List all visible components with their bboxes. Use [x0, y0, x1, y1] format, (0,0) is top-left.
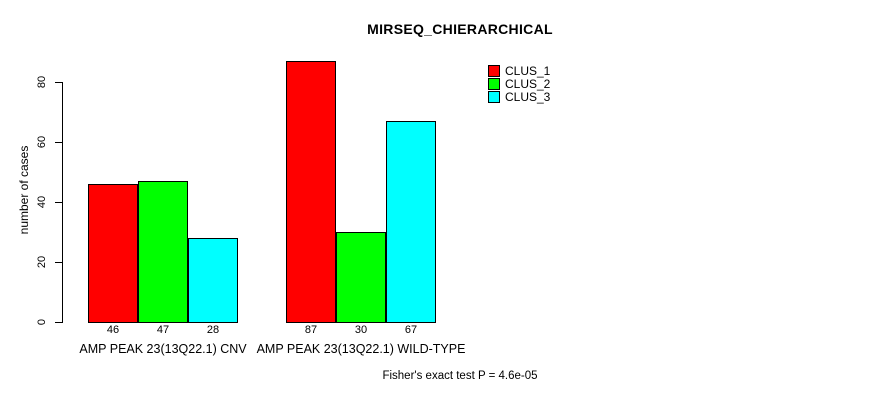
- bar-value-label: 46: [106, 324, 120, 336]
- bar-clus_3-group2: [386, 121, 436, 323]
- category-label: AMP PEAK 23(13Q22.1) CNV: [79, 342, 247, 356]
- legend-swatch-clus_2: [488, 77, 500, 90]
- y-axis-title: number of cases: [17, 145, 31, 235]
- bar-clus_1-group2: [286, 61, 336, 323]
- y-axis-line: [62, 82, 63, 323]
- bar-value-label: 47: [156, 324, 170, 336]
- annotation-text: Fisher's exact test P = 4.6e-05: [382, 370, 538, 382]
- bar-value-label: 28: [206, 324, 220, 336]
- y-axis-tick: [55, 142, 62, 143]
- y-axis-tick-label: 60: [36, 135, 48, 149]
- legend-row: CLUS_2: [488, 76, 551, 91]
- bar-clus_2-group1: [138, 181, 188, 323]
- bar-clus_2-group2: [336, 232, 386, 323]
- legend-label: CLUS_2: [505, 76, 551, 91]
- y-axis-tick: [55, 202, 62, 203]
- legend-swatch-clus_3: [488, 90, 500, 103]
- category-label: AMP PEAK 23(13Q22.1) WILD-TYPE: [256, 342, 466, 356]
- bar-clus_3-group1: [188, 238, 238, 323]
- y-axis-tick-label: 80: [36, 75, 48, 89]
- bar-clus_1-group1: [88, 184, 138, 323]
- y-axis-tick-label: 0: [36, 318, 48, 326]
- y-axis-tick: [55, 262, 62, 263]
- legend-label: CLUS_1: [505, 63, 551, 78]
- legend-swatch-clus_1: [488, 64, 500, 77]
- bar-value-label: 87: [304, 324, 318, 336]
- bar-value-label: 30: [354, 324, 368, 336]
- y-axis-tick-label: 40: [36, 195, 48, 209]
- legend: CLUS_1 CLUS_2 CLUS_3: [488, 63, 551, 104]
- bar-value-label: 67: [404, 324, 418, 336]
- y-axis-tick: [55, 82, 62, 83]
- legend-label: CLUS_3: [505, 89, 551, 104]
- y-axis-tick: [55, 322, 62, 323]
- y-axis-tick-label: 20: [36, 255, 48, 269]
- chart-title: MIRSEQ_CHIERARCHICAL: [367, 21, 553, 37]
- legend-row: CLUS_3: [488, 89, 551, 104]
- legend-row: CLUS_1: [488, 63, 551, 78]
